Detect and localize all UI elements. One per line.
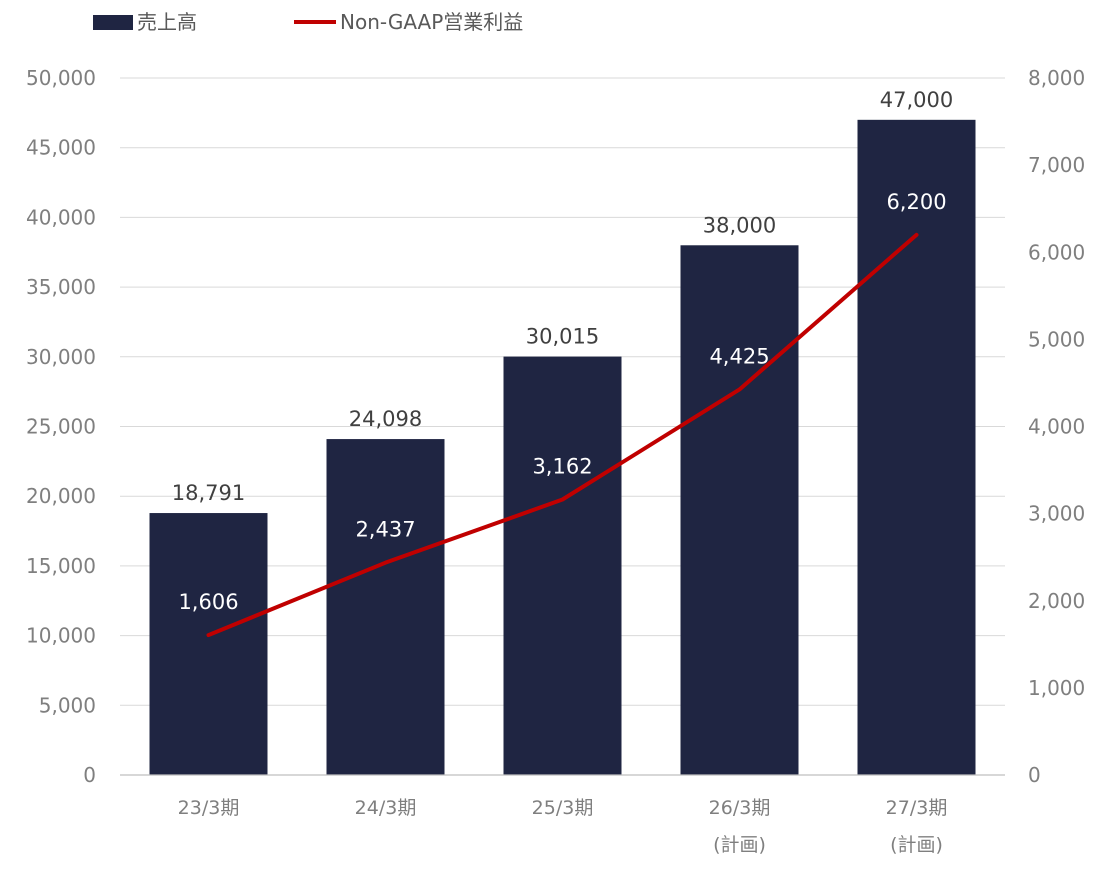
x-tick-label: 26/3期 [709, 797, 771, 819]
y-left-tick-label: 50,000 [26, 66, 96, 90]
legend-label-profit: Non-GAAP営業利益 [340, 10, 523, 34]
line-value-label: 3,162 [532, 455, 592, 479]
y-right-tick-label: 2,000 [1028, 589, 1085, 613]
line-value-label: 1,606 [178, 590, 238, 614]
y-right-tick-label: 7,000 [1028, 153, 1085, 177]
y-right-tick-label: 0 [1028, 763, 1041, 787]
y-left-tick-label: 5,000 [39, 693, 96, 717]
bar-value-label: 47,000 [880, 88, 953, 112]
y-right-tick-label: 8,000 [1028, 66, 1085, 90]
x-tick-label: (計画) [713, 834, 766, 856]
x-tick-label: 23/3期 [178, 797, 240, 819]
bar-value-label: 38,000 [703, 213, 776, 237]
bar-value-label: 24,098 [349, 407, 422, 431]
bar [327, 439, 445, 775]
line-value-label: 6,200 [886, 190, 946, 214]
y-left-tick-label: 15,000 [26, 554, 96, 578]
y-left-tick-label: 35,000 [26, 275, 96, 299]
y-left-tick-label: 10,000 [26, 624, 96, 648]
legend: 売上高 Non-GAAP営業利益 [93, 10, 523, 34]
bar-value-label: 18,791 [172, 481, 245, 505]
legend-label-sales: 売上高 [137, 10, 197, 34]
bar-value-label: 30,015 [526, 325, 599, 349]
y-left-tick-label: 30,000 [26, 345, 96, 369]
y-right-tick-label: 4,000 [1028, 415, 1085, 439]
y-left-tick-label: 20,000 [26, 484, 96, 508]
y-right-tick-label: 5,000 [1028, 327, 1085, 351]
y-left-tick-label: 25,000 [26, 415, 96, 439]
y-right-tick-label: 6,000 [1028, 240, 1085, 264]
y-left-tick-label: 40,000 [26, 205, 96, 229]
y-left-tick-label: 0 [83, 763, 96, 787]
legend-swatch-bar [93, 15, 133, 30]
bar [858, 120, 976, 775]
line-value-label: 4,425 [709, 344, 769, 368]
y-right-tick-label: 1,000 [1028, 676, 1085, 700]
x-tick-label: 25/3期 [532, 797, 594, 819]
bar [150, 513, 268, 775]
y-left-tick-label: 45,000 [26, 136, 96, 160]
y-right-tick-label: 3,000 [1028, 502, 1085, 526]
x-tick-label: 24/3期 [355, 797, 417, 819]
x-tick-label: 27/3期 [886, 797, 948, 819]
bar [504, 357, 622, 775]
line-value-label: 2,437 [355, 518, 415, 542]
x-tick-label: (計画) [890, 834, 943, 856]
bar [681, 245, 799, 775]
bar-series [150, 120, 976, 775]
